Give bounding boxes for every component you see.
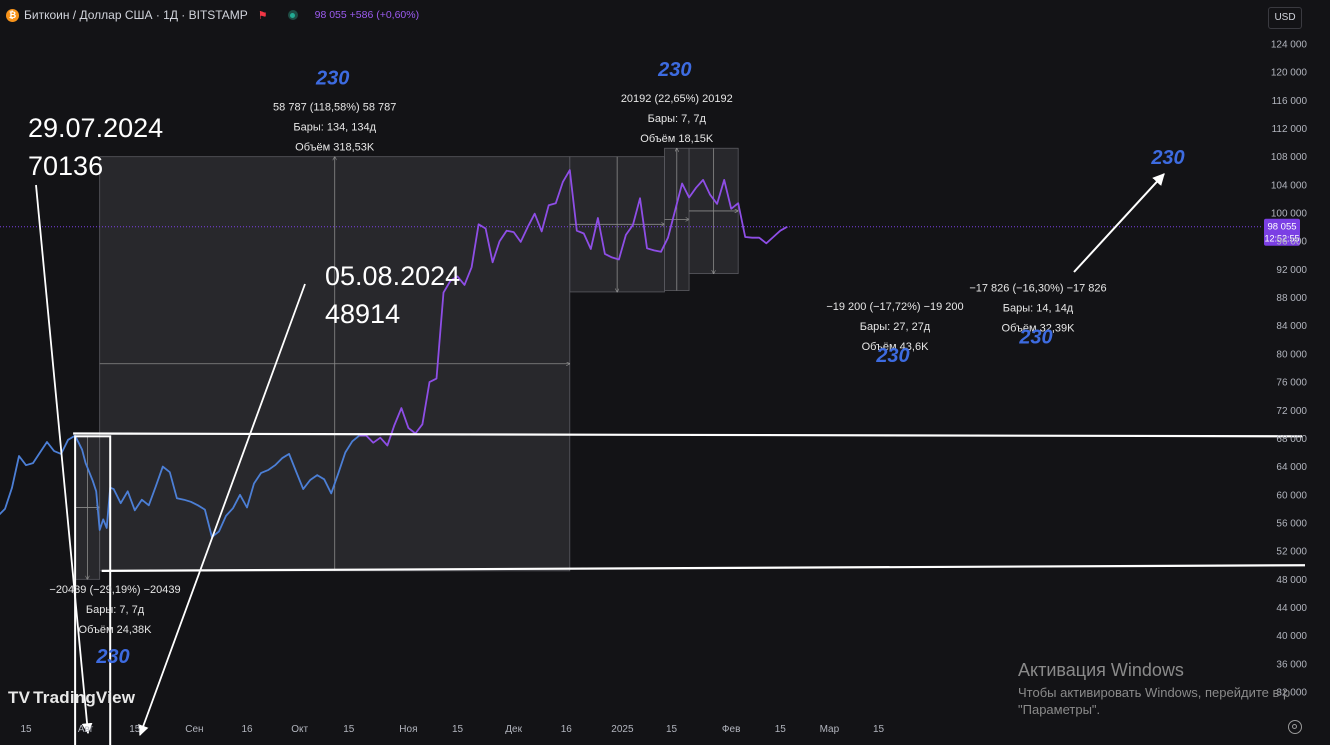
measurement-label: Объём 24,38K (79, 624, 153, 636)
measurement-label: Объём 32,39K (1002, 323, 1076, 335)
x-tick-label: Ноя (399, 724, 417, 735)
y-tick-label: 100 000 (1271, 209, 1308, 220)
measurement-label: Объём 318,53K (295, 142, 375, 154)
measurement-label: 58 787 (118,58%) 58 787 (273, 102, 396, 114)
measurement-label: 20192 (22,65%) 20192 (621, 93, 733, 105)
tradingview-logo-icon: TV (8, 688, 31, 707)
x-tick-label: 15 (343, 724, 355, 735)
y-tick-label: 76 000 (1276, 378, 1307, 389)
annotation-tag-230: 230 (95, 646, 129, 668)
tradingview-text: TradingView (33, 688, 136, 707)
y-tick-label: 112 000 (1272, 124, 1308, 135)
market-status-icon (287, 10, 298, 20)
tradingview-watermark: TV TradingView (8, 688, 135, 708)
x-tick-label: 15 (129, 724, 141, 735)
x-tick-label: 15 (873, 724, 885, 735)
price-line-before (0, 434, 360, 538)
y-tick-label: 92 000 (1276, 265, 1307, 276)
activation-text: Чтобы активировать Windows, перейдите в … (1018, 685, 1291, 700)
y-tick-label: 40 000 (1276, 631, 1307, 642)
windows-activation-notice: Активация Windows Чтобы активировать Win… (1018, 660, 1290, 717)
target-arrow (1073, 173, 1165, 273)
y-tick-label: 44 000 (1276, 603, 1307, 614)
price-line-after (359, 169, 788, 447)
y-tick-label: 116 000 (1272, 96, 1308, 107)
bitcoin-icon: ₿ (6, 8, 19, 22)
measurement-label: −19 200 (−17,72%) −19 200 (826, 301, 963, 313)
annotation-date-1: 29.07.2024 (28, 113, 163, 143)
currency-button[interactable]: USD (1268, 7, 1302, 29)
y-tick-label: 104 000 (1271, 180, 1308, 191)
settings-gear-icon[interactable] (1288, 720, 1302, 734)
measurement-label: Бары: 7, 7д (648, 113, 707, 125)
measurement-label: Объём 43,6K (862, 341, 930, 353)
y-tick-label: 64 000 (1276, 462, 1307, 473)
y-tick-label: 124 000 (1271, 40, 1308, 51)
x-tick-label: 2025 (611, 724, 634, 735)
measurement-label: −20439 (−29,19%) −20439 (49, 584, 180, 596)
x-tick-label: Авг (78, 724, 94, 735)
annotation-tag-230: 230 (315, 68, 349, 90)
x-tick-label: Фев (722, 724, 740, 735)
y-tick-label: 88 000 (1276, 293, 1307, 304)
pointer-arrow-jul29 (35, 184, 93, 735)
activation-title: Активация Windows (1018, 660, 1184, 680)
x-tick-label: 15 (452, 724, 464, 735)
y-tick-label: 84 000 (1276, 321, 1307, 332)
pointer-arrow-aug05 (138, 283, 306, 737)
x-tick-label: Сен (185, 724, 203, 735)
resistance-line (73, 432, 1303, 438)
x-tick-label: 16 (561, 724, 573, 735)
y-tick-label: 60 000 (1276, 490, 1307, 501)
annotation-price-1: 70136 (28, 151, 103, 181)
x-tick-label: 15 (20, 724, 32, 735)
annotation-tag-230: 230 (875, 345, 909, 367)
y-tick-label: 56 000 (1276, 518, 1307, 529)
y-tick-label: 32 000 (1276, 688, 1307, 699)
annotation-tag-230: 230 (1018, 327, 1052, 349)
x-tick-label: 16 (241, 724, 253, 735)
measurement-label: Объём 18,15K (640, 133, 714, 145)
y-tick-label: 108 000 (1271, 152, 1308, 163)
measurement-label: Бары: 134, 134д (293, 122, 376, 134)
y-tick-label: 80 000 (1276, 349, 1307, 360)
current-price-tag (1264, 218, 1300, 246)
measurement-label: Бары: 14, 14д (1003, 303, 1074, 315)
measurement-label: Бары: 7, 7д (86, 604, 145, 616)
y-tick-label: 36 000 (1276, 659, 1307, 670)
chart-header: ₿ Биткоин / Доллар США · 1Д · BITSTAMP ⚑… (0, 0, 1262, 30)
measurement-label: −17 826 (−16,30%) −17 826 (969, 283, 1106, 295)
annotation-price-2: 48914 (325, 299, 400, 329)
x-tick-label: Мар (820, 724, 840, 735)
current-price-value: 98 055 (1267, 222, 1296, 233)
x-tick-label: Окт (291, 724, 308, 735)
y-tick-label: 72 000 (1276, 406, 1307, 417)
x-tick-label: 15 (775, 724, 787, 735)
target-tag-230: 230 (1150, 147, 1184, 169)
symbol-title[interactable]: Биткоин / Доллар США · 1Д · BITSTAMP (24, 8, 248, 22)
x-tick-label: 15 (666, 724, 678, 735)
y-tick-label: 68 000 (1276, 434, 1307, 445)
y-tick-label: 96 000 (1276, 237, 1307, 248)
annotation-date-2: 05.08.2024 (325, 261, 460, 291)
x-tick-label: Дек (505, 724, 522, 735)
flag-icon[interactable]: ⚑ (257, 9, 268, 22)
support-line (101, 564, 1306, 572)
y-tick-label: 52 000 (1276, 547, 1307, 558)
price-readout: 98 055 +586 (+0,60%) (314, 9, 420, 21)
measurement-label: Бары: 27, 27д (860, 321, 931, 333)
y-tick-label: 48 000 (1276, 575, 1307, 586)
activation-text-2: "Параметры". (1018, 702, 1101, 717)
y-tick-label: 120 000 (1271, 68, 1308, 79)
annotation-tag-230: 230 (657, 59, 691, 81)
current-price-time: 12:52:55 (1264, 234, 1299, 244)
